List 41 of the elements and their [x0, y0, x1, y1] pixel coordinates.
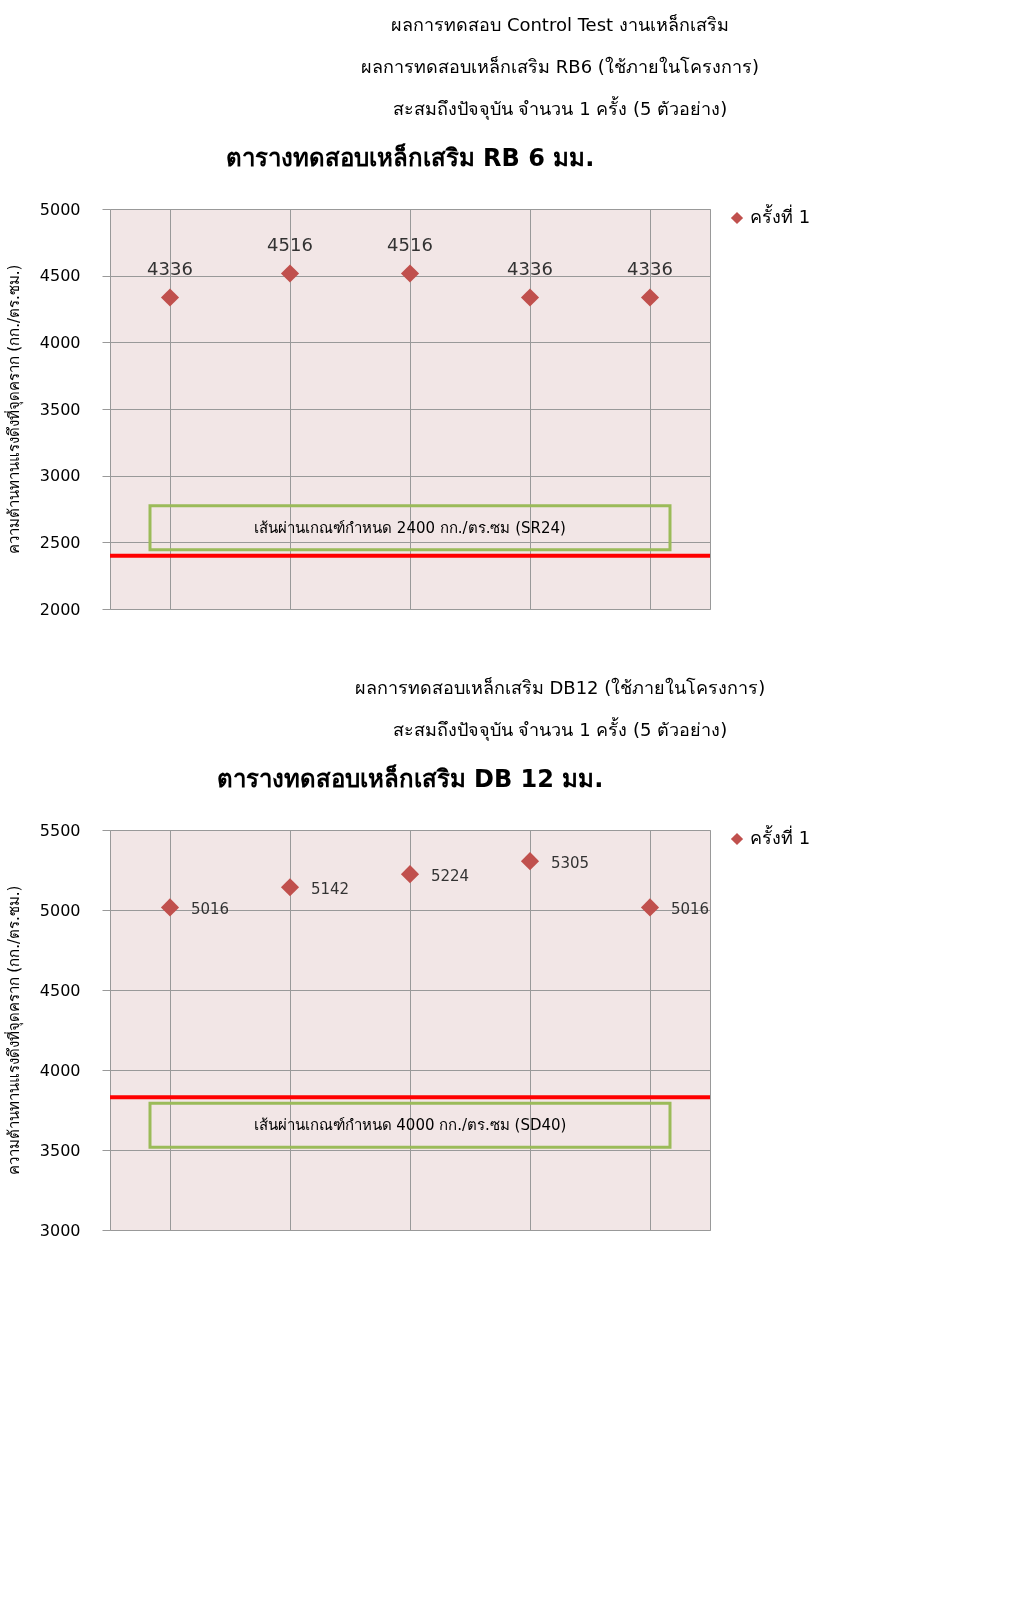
- y-tick-label: 5500: [39, 820, 81, 840]
- y-tick-label: 4500: [39, 980, 81, 1000]
- point: [520, 852, 540, 871]
- point: [160, 898, 180, 917]
- y-axis-title: ความต้านทานแรงดึงที่จุดคราก (กก./ตร.ซม.): [2, 264, 24, 555]
- data-label: 4336: [627, 257, 673, 279]
- point: [400, 865, 420, 884]
- data-label: 5305: [550, 854, 590, 873]
- data-label: 4516: [267, 233, 313, 255]
- y-tick-label: 2000: [39, 599, 81, 619]
- point: [280, 878, 300, 897]
- y-axis-title: ความต้านทานแรงดึงที่จุดคราก (กก./ตร.ซม.): [2, 885, 24, 1176]
- y-tick-label: 4000: [39, 332, 81, 352]
- y-tick-label: 2500: [39, 532, 81, 552]
- data-label: 4336: [507, 257, 553, 279]
- y-tick-label: 3500: [39, 399, 81, 419]
- y-tick-label: 4500: [39, 266, 81, 286]
- text: สะสมถึงปัจจุบัน จำนวน 1 ครั้ง (5 ตัวอย่าง): [392, 96, 728, 120]
- text: ผลการทดสอบ Control Test งานเหล็กเสริม: [391, 13, 729, 35]
- y-tick-label: 5000: [39, 900, 81, 920]
- data-label: 5142: [310, 880, 350, 899]
- chart-title: ตารางทดสอบเหล็กเสริม RB 6 มม.: [225, 143, 595, 172]
- data-label: 5016: [670, 900, 710, 919]
- y-tick-label: 5000: [39, 199, 81, 219]
- y-tick-label: 3000: [39, 466, 81, 486]
- legend-label: ครั้งที่ 1: [750, 825, 811, 848]
- ref-line-label: เส้นผ่านเกณฑ์กำหนด 2400 กก./ตร.ซม (SR24): [254, 518, 566, 537]
- data-label: 4336: [147, 257, 193, 279]
- y-tick-label: 3500: [39, 1140, 81, 1160]
- point: [640, 898, 660, 917]
- text: สะสมถึงปัจจุบัน จำนวน 1 ครั้ง (5 ตัวอย่าง): [392, 717, 728, 741]
- data-label: 5016: [190, 900, 230, 919]
- text: ผลการทดสอบเหล็กเสริม RB6 (ใช้ภายในโครงการ): [361, 55, 759, 77]
- ref-line-label: เส้นผ่านเกณฑ์กำหนด 4000 กก./ตร.ซม (SD40): [253, 1116, 567, 1135]
- y-tick-label: 3000: [39, 1220, 81, 1240]
- data-label: 4516: [387, 233, 433, 255]
- y-tick-label: 4000: [39, 1060, 81, 1080]
- data-label: 5224: [430, 867, 470, 886]
- text: ผลการทดสอบเหล็กเสริม DB12 (ใช้ภายในโครงการ): [354, 676, 766, 698]
- legend-label: ครั้งที่ 1: [750, 204, 811, 227]
- chart-title: ตารางทดสอบเหล็กเสริม DB 12 มม.: [216, 764, 604, 793]
